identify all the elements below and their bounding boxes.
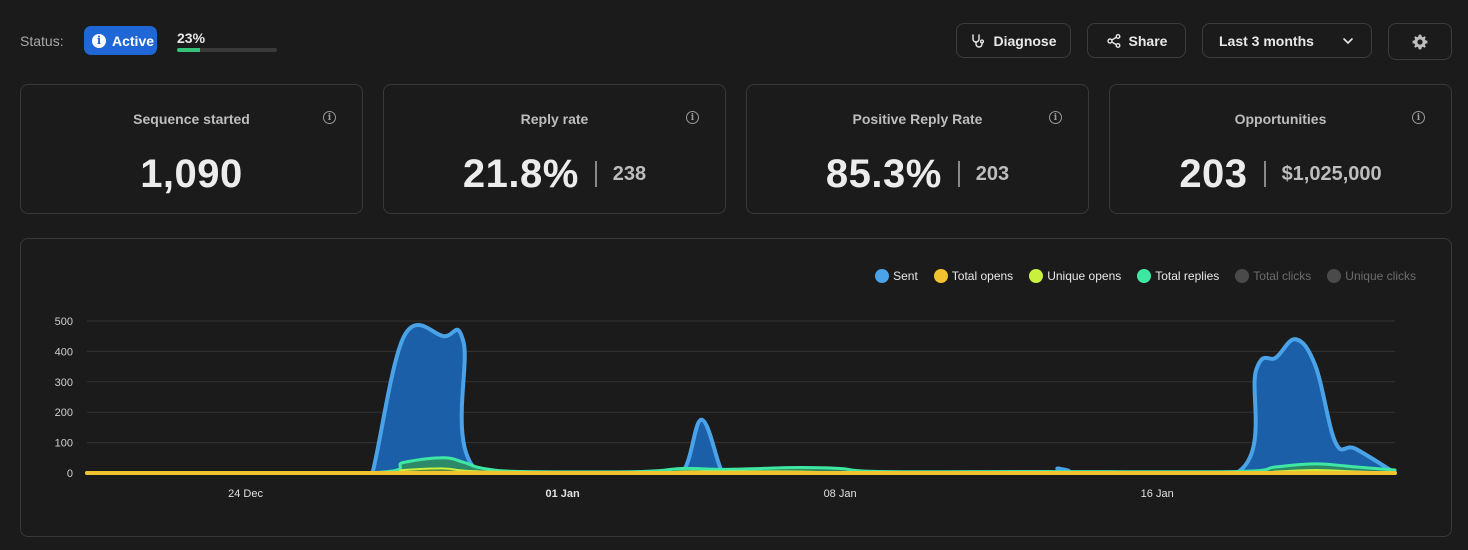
card-title: Positive Reply Rate	[852, 111, 983, 127]
status-label: Status:	[20, 33, 64, 49]
card-value: 21.8%	[462, 151, 579, 196]
series-line-sent	[85, 323, 1397, 476]
info-icon[interactable]: i	[323, 111, 336, 124]
legend-swatch	[1327, 269, 1342, 283]
diagnose-label: Diagnose	[993, 32, 1057, 49]
legend-item-total-replies[interactable]: Total replies	[1137, 269, 1219, 283]
info-icon[interactable]: i	[1412, 111, 1425, 124]
date-range-select[interactable]: Last 3 months	[1202, 23, 1372, 58]
metric-card-sequence-started: Sequence started i 1,090	[20, 84, 363, 214]
metric-card-positive-reply-rate: Positive Reply Rate i 85.3% 203	[746, 84, 1089, 214]
metric-card-opportunities: Opportunities i 203 $1,025,000	[1109, 84, 1452, 214]
card-sub-value: 238	[612, 162, 647, 185]
divider	[594, 161, 597, 187]
top-bar: Status: i Active 23% Diagnose Share Last…	[0, 0, 1468, 82]
chevron-down-icon	[1341, 34, 1355, 48]
legend-item-total-clicks[interactable]: Total clicks	[1235, 269, 1311, 283]
legend-label: Total clicks	[1253, 269, 1312, 283]
activity-chart: 500 400 300 200 100 0 24 Dec 01 Jan 08 Jan 16 Jan…	[20, 238, 1452, 537]
legend-swatch	[1029, 269, 1044, 283]
card-value: 203	[1179, 151, 1248, 196]
info-icon[interactable]: i	[1049, 111, 1062, 124]
legend-swatch	[1235, 269, 1250, 283]
legend-item-unique-opens[interactable]: Unique opens	[1029, 269, 1121, 283]
gear-icon	[1411, 33, 1429, 51]
legend-item-sent[interactable]: Sent	[875, 269, 918, 283]
x-tick-label: 24 Dec	[228, 488, 263, 500]
card-title: Sequence started	[133, 111, 250, 127]
legend-item-total-opens[interactable]: Total opens	[933, 269, 1014, 283]
legend-item-unique-clicks[interactable]: Unique clicks	[1327, 269, 1416, 283]
x-tick-label: 08 Jan	[824, 488, 857, 500]
legend-label: Unique opens	[1047, 269, 1122, 283]
legend-swatch	[1137, 269, 1152, 283]
y-tick-label: 0	[67, 468, 73, 480]
x-tick-label: 01 Jan	[546, 488, 581, 500]
metric-card-reply-rate: Reply rate i 21.8% 238	[383, 84, 726, 214]
card-value: 85.3%	[825, 151, 942, 196]
y-tick-label: 200	[55, 407, 73, 419]
legend-label: Unique clicks	[1345, 269, 1416, 283]
y-tick-label: 500	[55, 316, 73, 328]
settings-button[interactable]	[1388, 23, 1452, 60]
divider	[957, 161, 960, 187]
card-value: 1,090	[140, 151, 243, 196]
share-label: Share	[1128, 32, 1168, 49]
legend-label: Total replies	[1155, 269, 1220, 283]
card-sub-value: $1,025,000	[1281, 162, 1382, 185]
y-tick-label: 400	[55, 346, 73, 358]
diagnose-button[interactable]: Diagnose	[956, 23, 1071, 58]
progress-bar	[177, 48, 277, 52]
legend-label: Total opens	[951, 269, 1014, 283]
legend-swatch	[933, 269, 948, 283]
chart-svg: 500 400 300 200 100 0 24 Dec 01 Jan 08 Jan 16 Jan	[55, 316, 1397, 500]
card-sub-value: 203	[975, 162, 1010, 185]
info-icon: i	[92, 33, 106, 48]
y-tick-label: 300	[55, 377, 73, 389]
progress-percent: 23%	[177, 30, 206, 46]
share-icon	[1106, 33, 1122, 49]
status-badge-label: Active	[112, 32, 155, 49]
series-area-sent	[87, 325, 1395, 473]
legend-label: Sent	[893, 269, 918, 283]
y-tick-label: 100	[55, 438, 73, 450]
card-title: Reply rate	[520, 111, 589, 127]
legend-swatch	[875, 269, 890, 283]
card-title: Opportunities	[1234, 111, 1327, 127]
stethoscope-icon	[970, 33, 986, 49]
chart-legend: Sent Total opens Unique opens Total replies…	[875, 269, 1416, 283]
date-range-label: Last 3 months	[1219, 32, 1314, 49]
divider	[1263, 161, 1266, 187]
status-badge[interactable]: i Active	[84, 26, 157, 55]
info-icon[interactable]: i	[686, 111, 699, 124]
x-tick-label: 16 Jan	[1141, 488, 1174, 500]
series-line-total-replies	[85, 456, 1397, 475]
progress-fill	[177, 48, 200, 52]
share-button[interactable]: Share	[1087, 23, 1186, 58]
